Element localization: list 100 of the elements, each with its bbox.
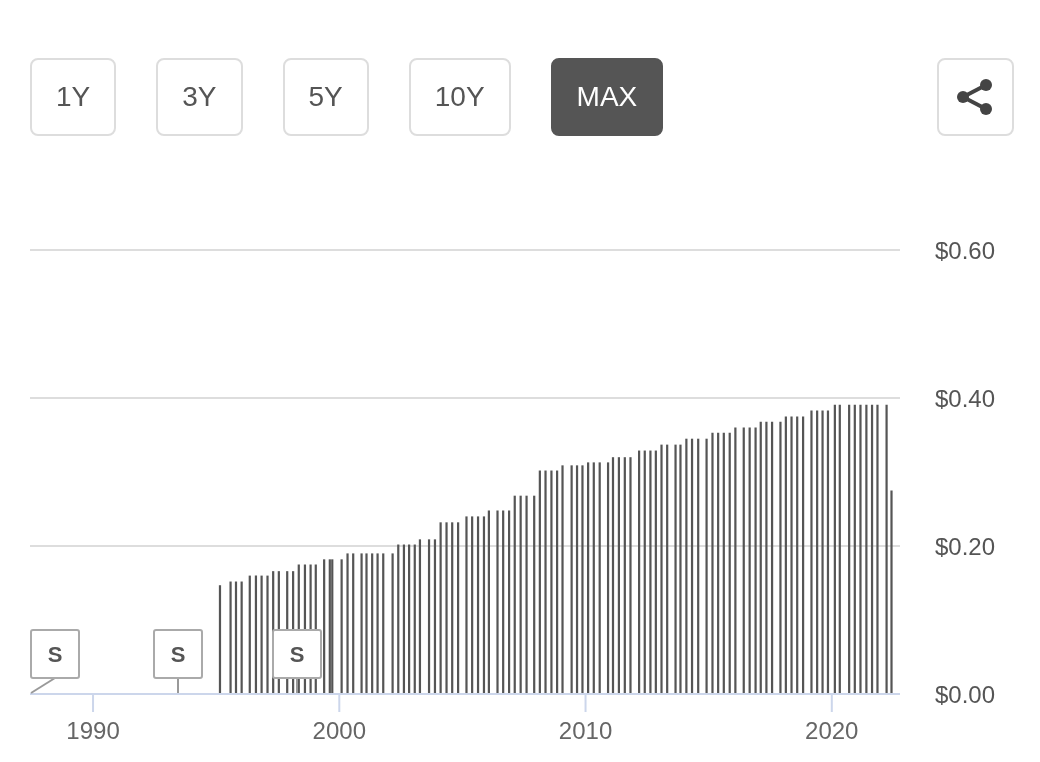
bar — [722, 432, 725, 694]
bar — [555, 470, 559, 694]
bar — [575, 465, 579, 694]
bar — [611, 457, 615, 694]
x-tick-label: 2000 — [312, 717, 366, 745]
bar — [544, 470, 547, 694]
bar — [218, 585, 222, 694]
bar — [360, 553, 363, 694]
bar — [770, 421, 774, 694]
bar — [826, 410, 830, 694]
bar — [457, 522, 460, 694]
button: MAX — [550, 58, 664, 136]
bar — [331, 559, 334, 694]
bar — [418, 539, 422, 694]
bar — [876, 404, 879, 694]
annotation: S — [289, 642, 305, 667]
bar — [629, 457, 632, 694]
bar — [502, 510, 505, 694]
bar — [266, 575, 269, 694]
bar — [476, 516, 480, 694]
bar — [711, 432, 714, 694]
y-tick-label: $0.00 — [935, 680, 996, 708]
bar — [533, 495, 536, 694]
bar — [471, 516, 474, 694]
bar — [382, 553, 385, 694]
bar — [606, 462, 610, 694]
bar — [346, 553, 349, 694]
bar — [598, 462, 601, 694]
bar — [790, 416, 793, 694]
bar — [323, 559, 326, 694]
bar — [885, 404, 888, 694]
bar — [581, 465, 584, 694]
bar — [482, 516, 486, 694]
bar — [433, 539, 437, 694]
y-tick-label: $0.40 — [935, 384, 996, 412]
bar — [617, 457, 621, 694]
bar — [550, 470, 553, 694]
bar — [742, 427, 745, 694]
bar — [810, 410, 813, 694]
bar — [439, 522, 442, 694]
button: 1Y — [30, 58, 117, 136]
bar — [487, 510, 490, 694]
bar — [801, 416, 805, 694]
bar — [853, 404, 856, 694]
bar — [376, 553, 379, 694]
bar — [796, 416, 799, 694]
bar — [890, 490, 893, 694]
annotation: S — [47, 642, 63, 667]
bar — [513, 495, 516, 694]
bar — [660, 444, 663, 694]
bar — [496, 510, 499, 694]
x-tick-label: 1990 — [66, 717, 120, 745]
bar — [779, 421, 782, 694]
bar — [759, 421, 762, 694]
bar — [592, 462, 595, 694]
bar — [748, 427, 751, 694]
bar — [734, 427, 737, 694]
x-tick-label: 2020 — [805, 717, 859, 745]
annotation: S — [170, 642, 186, 667]
bar — [465, 516, 468, 694]
bar — [445, 522, 448, 694]
bar — [679, 444, 682, 694]
bar — [570, 465, 573, 694]
bar — [754, 427, 757, 694]
bar — [561, 465, 564, 694]
bar — [637, 450, 641, 694]
bar — [507, 510, 511, 694]
bar — [340, 559, 343, 694]
bar — [229, 581, 232, 694]
bar — [728, 432, 731, 694]
bar — [391, 553, 394, 694]
bar — [538, 470, 541, 694]
bar — [765, 421, 768, 694]
bar — [685, 438, 688, 694]
button: 5Y — [282, 58, 369, 136]
bar — [654, 450, 657, 694]
bar — [587, 462, 590, 694]
bar — [427, 539, 431, 694]
bar — [705, 438, 708, 694]
bar — [352, 553, 355, 694]
bar — [859, 404, 862, 694]
bar — [784, 416, 787, 694]
x-tick-label: 2010 — [558, 717, 613, 745]
bar — [821, 410, 824, 694]
bar — [865, 404, 868, 694]
y-tick-label: $0.60 — [935, 236, 996, 264]
bar — [833, 404, 836, 694]
y-tick-label: $0.20 — [935, 532, 996, 560]
button: 3Y — [156, 58, 243, 136]
bar — [451, 522, 454, 694]
bar — [623, 457, 626, 694]
bar — [649, 450, 652, 694]
bar — [838, 404, 841, 694]
bar — [328, 559, 331, 694]
bar — [870, 404, 874, 694]
bar — [674, 444, 677, 694]
bar — [717, 432, 720, 694]
button: 10Y — [408, 58, 511, 136]
bar — [365, 553, 368, 694]
bar — [848, 404, 851, 694]
